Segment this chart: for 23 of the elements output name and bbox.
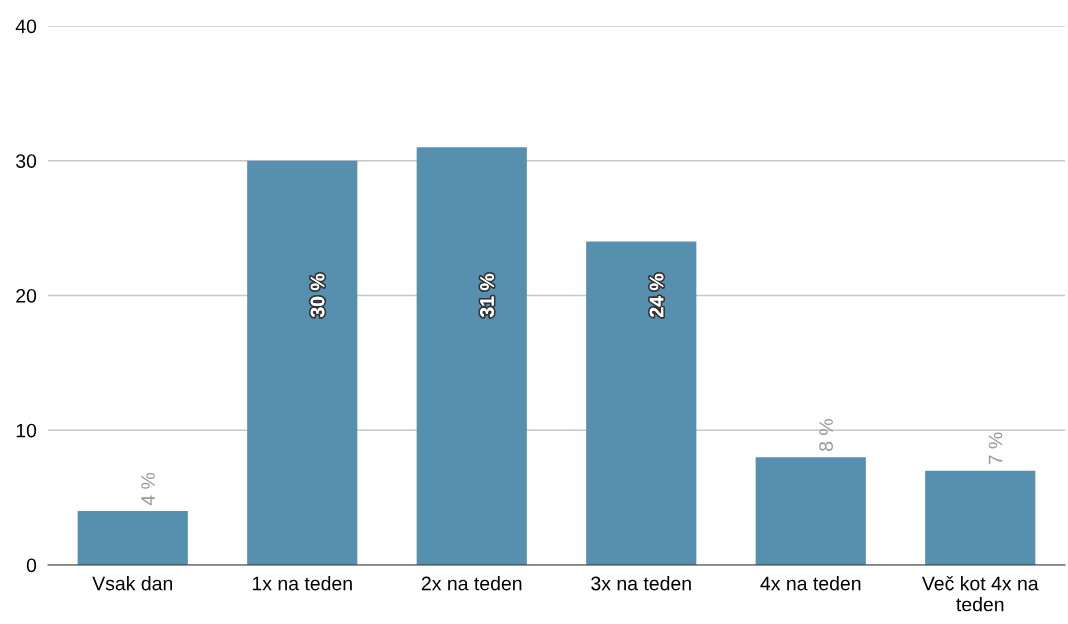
- bar: [755, 457, 866, 565]
- y-tick-label: 40: [15, 19, 37, 34]
- x-tick-label: Več kot 4x na teden: [921, 576, 1039, 612]
- y-tick-label: 20: [16, 288, 37, 303]
- data-label: 4 %: [141, 472, 155, 506]
- x-tick-label: 4x na teden: [760, 576, 861, 591]
- y-tick-label: 0: [26, 558, 37, 573]
- data-label: 7 %: [988, 432, 1003, 465]
- bar: [586, 241, 697, 565]
- data-label: 24 %: [649, 273, 664, 317]
- data-label: 30 %: [310, 273, 325, 318]
- x-tick-label: 2x na teden: [421, 576, 522, 591]
- data-label: 8 %: [819, 419, 833, 451]
- y-tick-label: 30: [16, 154, 37, 168]
- bar: [247, 160, 358, 565]
- y-tick-label: 10: [16, 423, 37, 438]
- x-tick-label: 1x na teden: [252, 576, 352, 591]
- bar: [925, 470, 1036, 565]
- bar: [416, 147, 527, 565]
- bar: [77, 511, 188, 565]
- data-label: 31 %: [480, 273, 494, 318]
- x-tick-label: Vsak dan: [92, 576, 173, 591]
- x-tick-label: 3x na teden: [591, 576, 691, 591]
